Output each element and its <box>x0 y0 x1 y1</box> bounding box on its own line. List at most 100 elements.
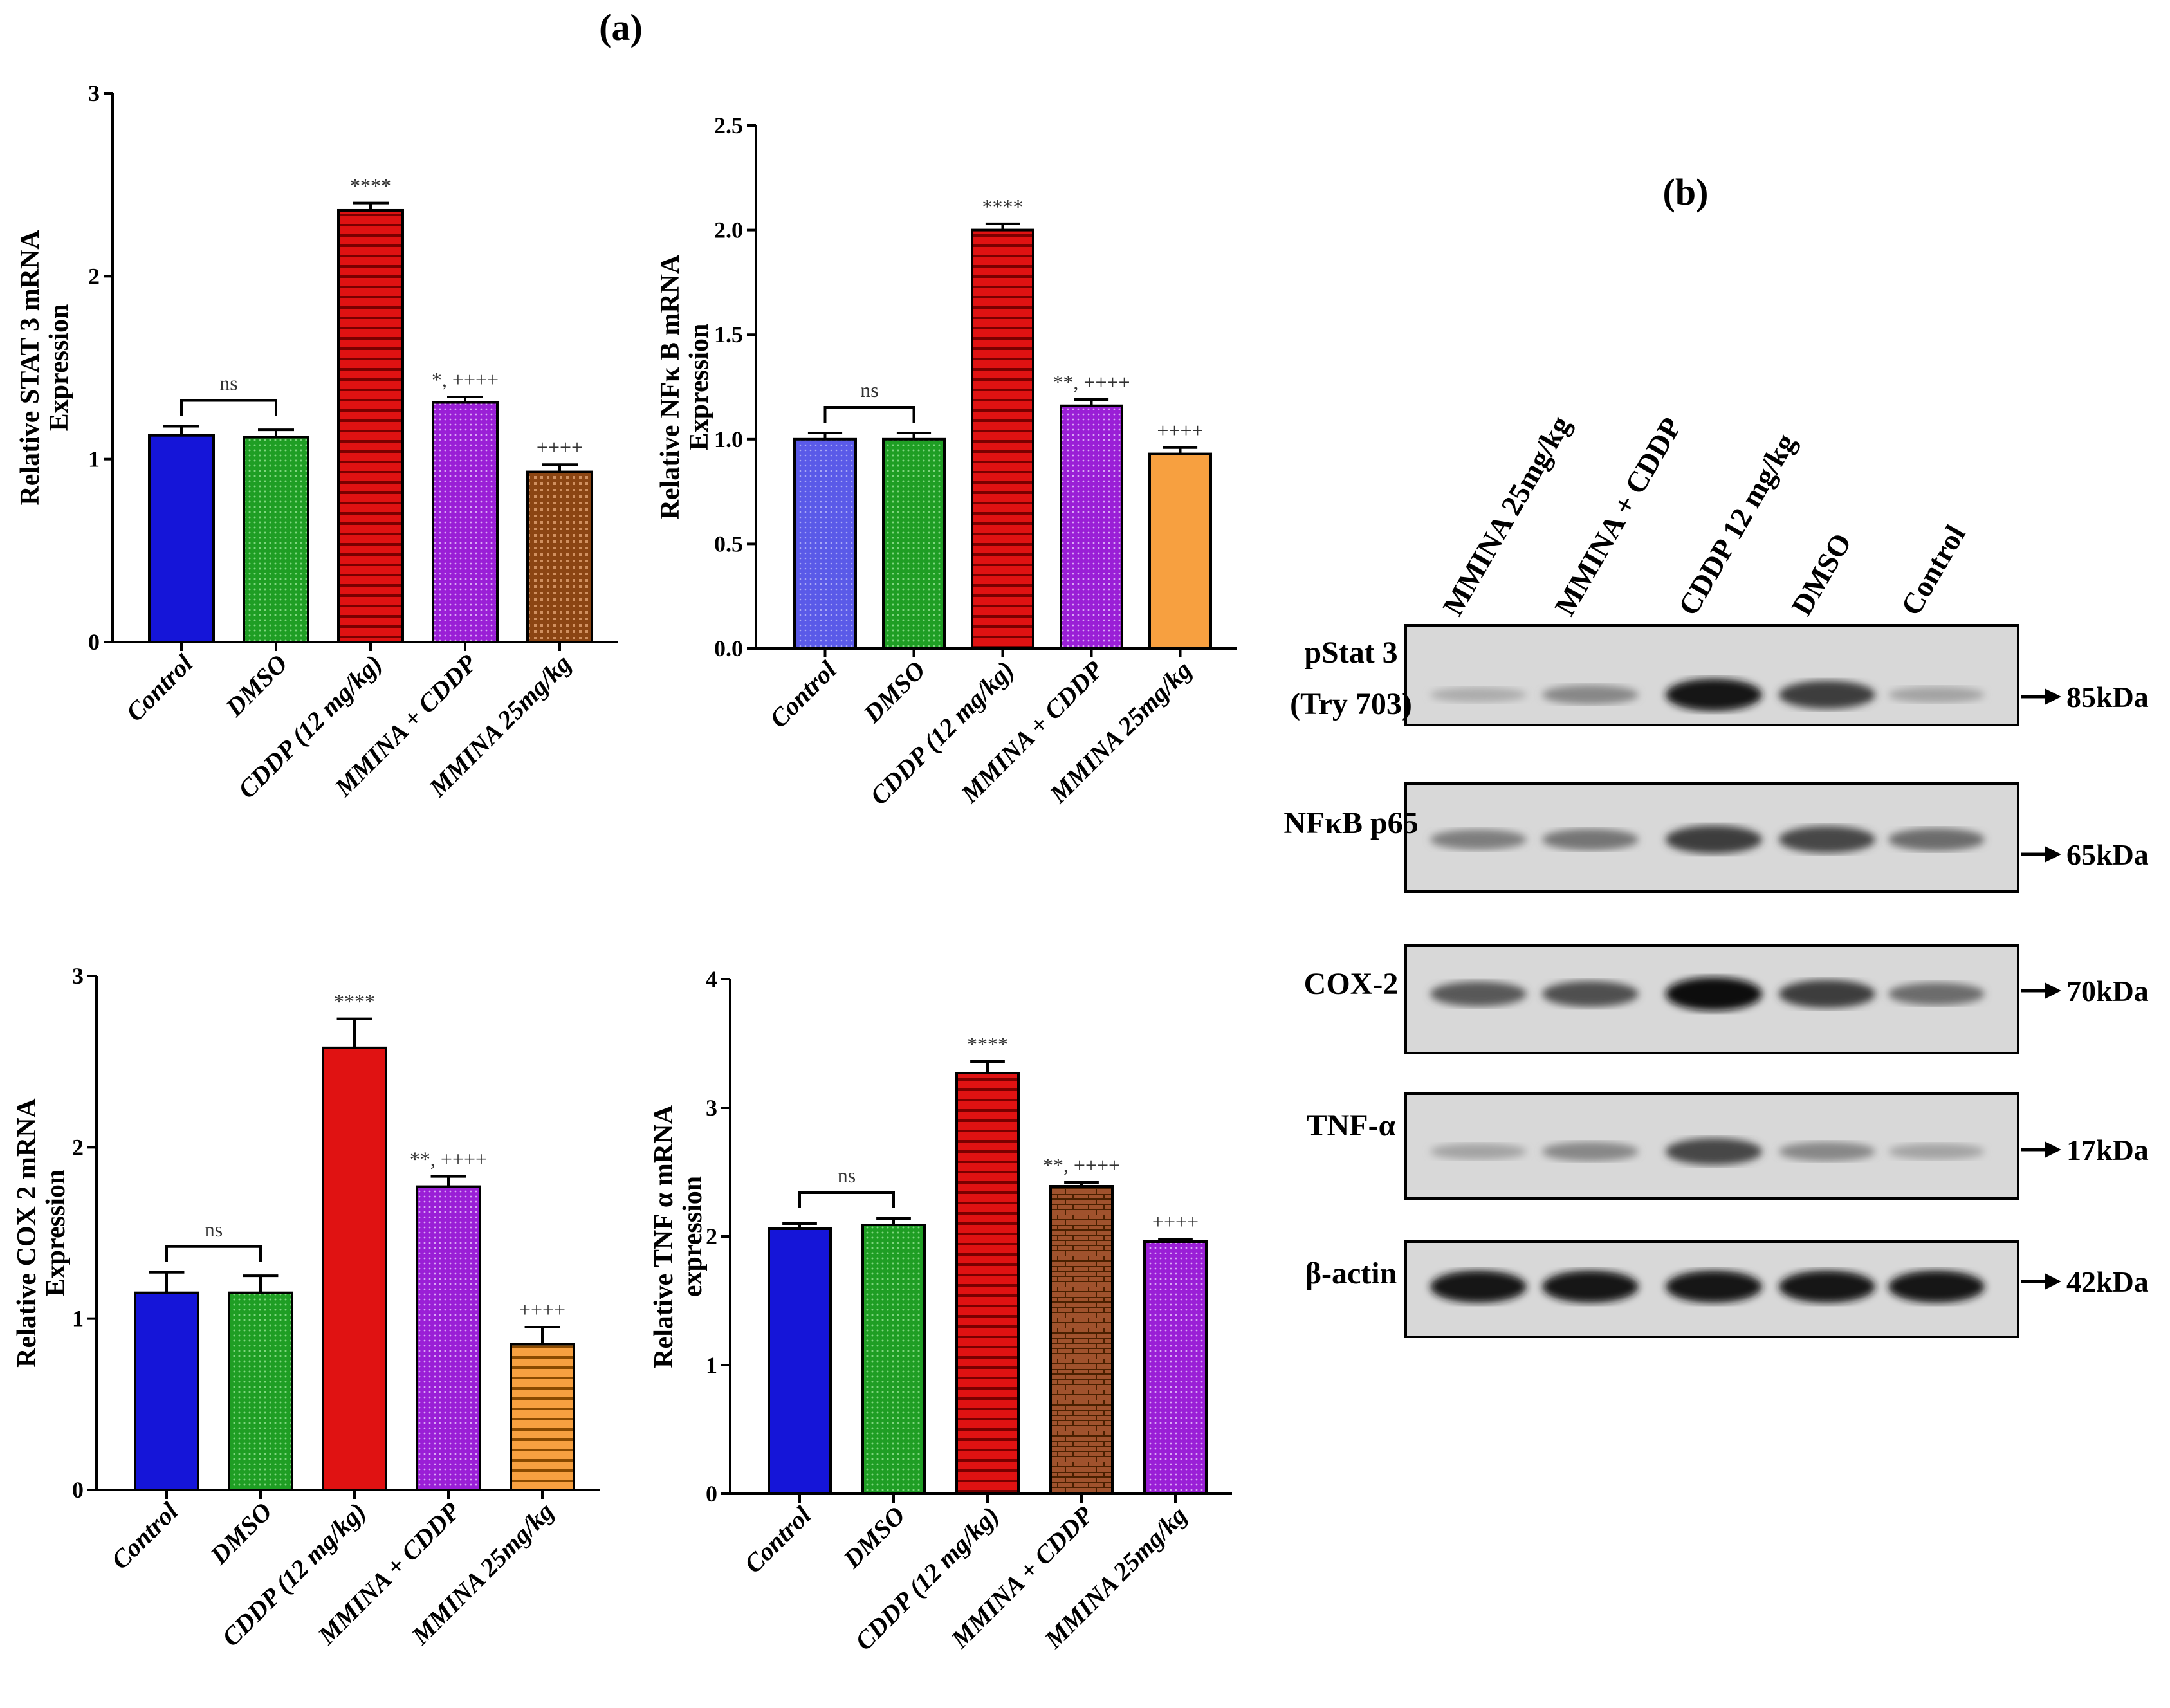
category-label: Control <box>106 1496 184 1575</box>
band <box>1888 828 1985 851</box>
protein-label: NFκB p65 <box>1283 806 1418 840</box>
band <box>1666 977 1762 1011</box>
y-tick-label: 1 <box>706 1352 717 1378</box>
ns-label: ns <box>219 371 237 394</box>
category-label: Control <box>764 655 842 733</box>
y-tick-label: 2 <box>88 263 100 289</box>
band <box>1542 829 1639 850</box>
lane-label: Control <box>1894 519 1971 621</box>
bar <box>526 470 593 643</box>
band <box>1888 1270 1985 1303</box>
bar <box>882 437 946 650</box>
y-tick-label: 2 <box>72 1134 84 1160</box>
band <box>1542 1270 1639 1303</box>
y-axis-label-2: expression <box>678 1176 708 1297</box>
y-tick-label: 3 <box>706 1095 717 1121</box>
y-axis-label: Relative STAT 3 mRNA <box>15 230 45 506</box>
blot-row: NFκB p65 65kDa <box>1283 782 2149 893</box>
ns-bracket <box>180 399 277 416</box>
band <box>1542 685 1639 704</box>
band <box>1666 678 1762 712</box>
y-tick-label: 3 <box>72 963 84 989</box>
y-tick-label: 1.5 <box>714 322 743 347</box>
arrow-head-icon <box>2045 688 2061 705</box>
band <box>1430 829 1527 850</box>
y-axis-label: Relative COX 2 mRNA <box>12 1097 42 1367</box>
y-axis-label-2: Expression <box>41 1170 71 1297</box>
band <box>1430 1270 1527 1303</box>
bar <box>134 1291 199 1491</box>
ns-bracket <box>823 406 915 423</box>
y-axis-label: Relative NFκ B mRNA <box>656 254 685 519</box>
category-label: DMSO <box>204 1497 277 1570</box>
ns-bracket <box>798 1191 895 1208</box>
bar <box>510 1343 575 1492</box>
lane-label: DMSO <box>1785 528 1857 621</box>
panel-label-b: (b) <box>1663 171 1709 213</box>
category-label: Control <box>739 1500 817 1579</box>
blot-row: TNF-α 17kDa <box>1307 1092 2149 1200</box>
significance-label: ++++ <box>537 436 583 459</box>
blot-row: β-actin 42kDa <box>1305 1240 2149 1338</box>
band <box>1779 1142 1875 1161</box>
category-label: DMSO <box>858 656 931 729</box>
bar <box>228 1291 293 1491</box>
y-tick-label: 0.5 <box>714 531 743 556</box>
lane-label: CDDP 12 mg/kg <box>1671 428 1802 621</box>
bar <box>432 401 499 643</box>
significance-label: **, ++++ <box>410 1148 487 1171</box>
significance-label: **** <box>334 990 375 1013</box>
y-tick-label: 3 <box>88 80 100 106</box>
ns-label: ns <box>205 1218 223 1241</box>
y-tick-label: 0 <box>88 629 100 655</box>
y-tick-label: 2 <box>706 1224 717 1249</box>
bar <box>793 437 857 650</box>
band <box>1666 1138 1762 1165</box>
y-axis-label-2: Expression <box>44 304 74 432</box>
chart-3: 0 1 2 3 Relative COX 2 mRNA Expression Control… <box>12 963 600 1652</box>
y-tick-label: 2.0 <box>714 217 743 243</box>
lane-label: MMINA 25mg/kg <box>1436 410 1577 621</box>
band <box>1666 1270 1762 1303</box>
band <box>1430 1143 1527 1160</box>
category-label: DMSO <box>219 649 293 722</box>
bar <box>971 228 1034 650</box>
category-label: Control <box>120 648 199 727</box>
y-axis-label: Relative TNF α mRNA <box>649 1105 679 1368</box>
band <box>1888 1143 1985 1160</box>
bar <box>1049 1185 1114 1495</box>
band <box>1779 1270 1875 1303</box>
arrow-head-icon <box>2045 982 2061 999</box>
kda-label: 70kDa <box>2066 975 2149 1007</box>
y-tick-label: 0 <box>706 1481 717 1507</box>
significance-label: **** <box>982 195 1024 218</box>
significance-label: **, ++++ <box>1053 371 1130 394</box>
kda-label: 85kDa <box>2066 681 2149 713</box>
category-label: DMSO <box>837 1501 910 1574</box>
y-axis-label-2: Expression <box>685 324 714 451</box>
panel-label-a: (a) <box>599 6 643 48</box>
band <box>1888 982 1985 1006</box>
y-tick-label: 0 <box>72 1477 84 1503</box>
bar <box>1143 1240 1208 1495</box>
bar <box>861 1224 926 1495</box>
bar <box>1060 404 1123 650</box>
band <box>1779 826 1875 853</box>
y-tick-label: 1 <box>72 1306 84 1332</box>
significance-label: **, ++++ <box>1043 1153 1120 1177</box>
y-tick-label: 1.0 <box>714 427 743 452</box>
band <box>1542 1142 1639 1161</box>
band <box>1430 687 1527 702</box>
bar <box>416 1185 481 1491</box>
protein-label: COX-2 <box>1304 967 1399 1001</box>
bar <box>322 1046 387 1491</box>
arrow-head-icon <box>2045 1273 2061 1290</box>
significance-label: *, ++++ <box>432 368 499 391</box>
kda-label: 17kDa <box>2066 1134 2149 1166</box>
kda-label: 42kDa <box>2066 1265 2149 1298</box>
arrow-head-icon <box>2045 1141 2061 1158</box>
protein-label: (Try 703) <box>1290 687 1412 721</box>
